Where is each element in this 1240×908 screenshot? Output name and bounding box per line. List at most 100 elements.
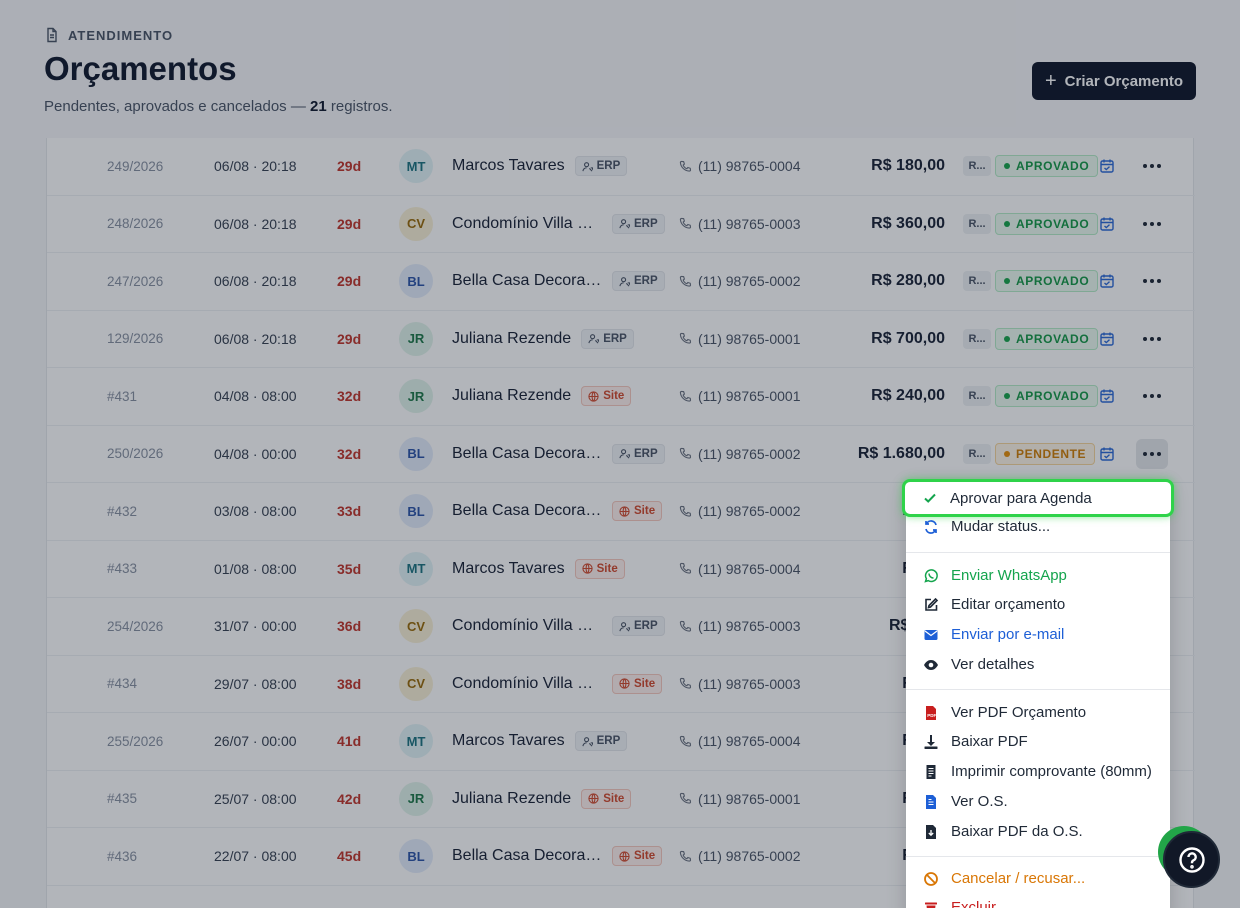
quote-age: 41d xyxy=(337,733,362,750)
menu-change-status[interactable]: Mudar status... xyxy=(906,512,1170,541)
client-phone[interactable]: (11) 98765-0002 xyxy=(679,828,800,885)
client-phone[interactable]: (11) 98765-0002 xyxy=(679,426,800,483)
svg-text:PDF: PDF xyxy=(927,713,936,718)
row-actions-button[interactable] xyxy=(1136,438,1168,469)
status-badge: APROVADO xyxy=(995,385,1099,408)
create-quote-button[interactable]: + Criar Orçamento xyxy=(1032,62,1196,100)
source-label: Site xyxy=(596,562,618,575)
quote-date: 04/08 · 00:00 xyxy=(214,445,297,462)
menu-send-whatsapp[interactable]: Enviar WhatsApp xyxy=(906,561,1170,590)
menu-send-email[interactable]: Enviar por e-mail xyxy=(906,620,1170,649)
breadcrumb-label: ATENDIMENTO xyxy=(68,27,174,43)
calendar-icon[interactable] xyxy=(1099,158,1115,174)
source-tag: Site xyxy=(612,673,663,694)
user-link-icon xyxy=(588,334,600,344)
table-row[interactable]: #431 04/08 · 08:00 32d JR Juliana Rezend… xyxy=(47,368,1195,426)
source-label: ERP xyxy=(603,332,627,345)
quote-age: 38d xyxy=(337,675,362,692)
avatar: BL xyxy=(399,494,433,529)
calendar-icon[interactable] xyxy=(1099,331,1115,347)
menu-delete-quote[interactable]: Excluir xyxy=(906,893,1170,908)
quote-number[interactable]: 250/2026 xyxy=(107,446,164,462)
client-phone[interactable]: (11) 98765-0003 xyxy=(679,656,800,713)
status-dot xyxy=(1004,335,1010,342)
table-row[interactable]: 250/2026 04/08 · 00:00 32d BL Bella Casa… xyxy=(47,426,1195,483)
quote-value: R$ 240,00 xyxy=(871,387,945,405)
row-actions-button[interactable] xyxy=(1136,151,1168,181)
row-actions-button[interactable] xyxy=(1136,266,1168,296)
client-phone[interactable]: (11) 98765-0003 xyxy=(679,196,800,253)
source-label: Site xyxy=(634,677,656,690)
client-phone[interactable]: (11) 98765-0001 xyxy=(679,368,800,425)
page-subtitle: Pendentes, aprovados e cancelados — 21 r… xyxy=(44,98,393,115)
subtitle-suffix: registros. xyxy=(330,98,393,115)
quote-number[interactable]: 255/2026 xyxy=(107,733,164,749)
status-dot xyxy=(1004,163,1010,170)
menu-print-receipt[interactable]: Imprimir comprovante (80mm) xyxy=(906,757,1170,786)
phone-icon xyxy=(679,505,692,517)
pdf-file-icon: PDF xyxy=(926,705,936,720)
quote-number[interactable]: #432 xyxy=(107,503,138,519)
phone-icon xyxy=(679,333,692,344)
client-phone[interactable]: (11) 98765-0003 xyxy=(679,598,800,655)
row-actions-button[interactable] xyxy=(1136,381,1168,411)
quote-number[interactable]: #434 xyxy=(107,676,138,692)
source-tag: Site xyxy=(581,386,632,407)
client-phone[interactable]: (11) 98765-0002 xyxy=(679,253,800,310)
quote-number[interactable]: 129/2026 xyxy=(107,331,164,347)
phone-icon xyxy=(679,620,692,632)
phone-icon xyxy=(679,735,692,747)
quote-number[interactable]: 248/2026 xyxy=(107,216,164,232)
phone-number: (11) 98765-0001 xyxy=(698,388,801,405)
menu-view-os[interactable]: Ver O.S. xyxy=(906,787,1170,816)
phone-icon xyxy=(679,850,692,862)
ban-icon xyxy=(924,871,938,886)
client-phone[interactable]: (11) 98765-0004 xyxy=(679,138,800,195)
table-row[interactable]: 248/2026 06/08 · 20:18 29d CV Condomínio… xyxy=(47,196,1195,253)
phone-number: (11) 98765-0002 xyxy=(698,273,801,290)
menu-download-pdf[interactable]: Baixar PDF xyxy=(906,727,1170,756)
client-phone[interactable]: (11) 98765-0004 xyxy=(679,541,800,598)
row-actions-button[interactable] xyxy=(1136,209,1168,239)
source-tag: ERP xyxy=(612,443,665,464)
menu-cancel-quote[interactable]: Cancelar / recusar... xyxy=(906,864,1170,893)
responsible-badge: R... xyxy=(963,156,991,177)
calendar-icon[interactable] xyxy=(1099,388,1115,404)
source-label: ERP xyxy=(634,217,658,230)
table-row[interactable]: #434 29/07 · 08:00 38d CV Condomínio Vil… xyxy=(47,656,1195,713)
document-icon xyxy=(47,27,57,43)
row-actions-button[interactable] xyxy=(1136,324,1168,354)
quote-number[interactable]: #436 xyxy=(107,848,138,864)
table-row[interactable]: #433 01/08 · 08:00 35d MT Marcos Tavares… xyxy=(47,541,1195,598)
menu-approve-schedule[interactable]: Aprovar para Agenda xyxy=(902,479,1174,517)
client-phone[interactable]: (11) 98765-0001 xyxy=(679,771,800,828)
client-phone[interactable]: (11) 98765-0004 xyxy=(679,713,800,770)
table-row[interactable]: 249/2026 06/08 · 20:18 29d MT Marcos Tav… xyxy=(47,138,1195,196)
help-widget xyxy=(1158,826,1220,888)
menu-view-pdf[interactable]: PDF Ver PDF Orçamento xyxy=(906,698,1170,727)
quote-number[interactable]: 247/2026 xyxy=(107,273,164,289)
help-button[interactable] xyxy=(1163,831,1220,888)
calendar-icon[interactable] xyxy=(1099,216,1115,232)
quote-number[interactable]: #433 xyxy=(107,561,138,577)
menu-edit-quote[interactable]: Editar orçamento xyxy=(906,590,1170,619)
question-icon xyxy=(1178,846,1205,873)
calendar-icon[interactable] xyxy=(1099,273,1115,289)
calendar-icon[interactable] xyxy=(1099,446,1115,462)
quote-number[interactable]: #435 xyxy=(107,791,138,807)
menu-approve-label: Aprovar para Agenda xyxy=(950,489,1092,507)
quote-number[interactable]: #431 xyxy=(107,388,138,404)
menu-download-pdf-label: Baixar PDF xyxy=(951,733,1028,750)
table-row[interactable]: 254/2026 31/07 · 00:00 36d CV Condomínio… xyxy=(47,598,1195,656)
table-row[interactable]: 129/2026 06/08 · 20:18 29d JR Juliana Re… xyxy=(47,311,1195,368)
client-phone[interactable]: (11) 98765-0002 xyxy=(679,483,800,540)
plus-icon: + xyxy=(1044,70,1057,92)
menu-view-details[interactable]: Ver detalhes xyxy=(906,650,1170,679)
client-phone[interactable]: (11) 98765-0001 xyxy=(679,311,800,368)
menu-download-os[interactable]: Baixar PDF da O.S. xyxy=(906,817,1170,846)
quote-number[interactable]: 249/2026 xyxy=(107,158,164,174)
table-row[interactable]: 247/2026 06/08 · 20:18 29d BL Bella Casa… xyxy=(47,253,1195,311)
menu-whatsapp-label: Enviar WhatsApp xyxy=(951,567,1067,584)
table-row[interactable]: #432 03/08 · 08:00 33d BL Bella Casa Dec… xyxy=(47,483,1195,541)
quote-number[interactable]: 254/2026 xyxy=(107,618,164,634)
